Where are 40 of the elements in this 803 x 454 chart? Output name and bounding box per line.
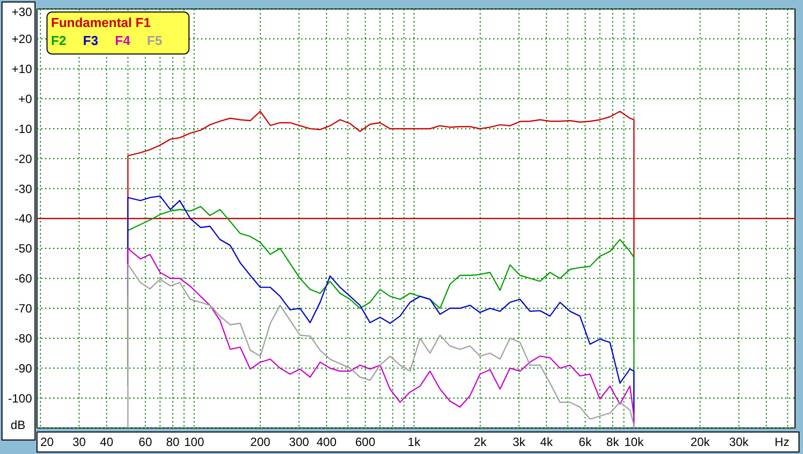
text: Fundamental F1 xyxy=(51,15,151,30)
y-tick-label: +30 xyxy=(12,5,32,20)
y-tick-label: +0 xyxy=(18,92,32,106)
y-tick-label: -70 xyxy=(14,301,32,316)
text: F2 xyxy=(51,33,66,48)
x-tick-label: 30 xyxy=(72,435,86,450)
x-tick-label: 8k xyxy=(606,435,620,450)
y-tick-label: -30 xyxy=(14,182,32,196)
y-tick-label: -100 xyxy=(8,391,32,406)
x-axis-title: Hz xyxy=(774,435,790,450)
x-tick-label: 60 xyxy=(138,435,152,450)
x-tick-label: 4k xyxy=(540,435,554,450)
y-tick-label: +10 xyxy=(12,62,32,76)
x-tick-label: 400 xyxy=(316,435,337,450)
y-tick-label: -10 xyxy=(14,122,32,136)
y-tick-label: -50 xyxy=(14,242,32,256)
y-axis-title: dB xyxy=(10,418,26,432)
x-tick-label: 2k xyxy=(474,435,488,450)
x-tick-label: 1k xyxy=(408,435,422,450)
x-tick-label: 20 xyxy=(40,435,54,450)
text: F4 xyxy=(115,33,131,48)
x-tick-label: 3k xyxy=(512,435,526,450)
y-tick-label: -60 xyxy=(14,272,32,286)
y-tick-label: -40 xyxy=(14,212,32,226)
y-tick-label: +20 xyxy=(12,32,32,46)
x-tick-label: 300 xyxy=(289,435,310,450)
y-tick-label: -20 xyxy=(14,152,32,166)
y-tick-label: -90 xyxy=(14,361,32,376)
x-tick-label: 600 xyxy=(355,435,376,450)
x-tick-label: 10k xyxy=(624,435,645,450)
x-tick-label: 200 xyxy=(250,435,271,450)
y-tick-label: -80 xyxy=(14,331,32,346)
x-tick-label: 40 xyxy=(100,435,114,450)
text: F5 xyxy=(147,33,162,48)
x-tick-label: 30k xyxy=(729,435,750,450)
text: F3 xyxy=(83,33,98,48)
x-tick-label: 100 xyxy=(184,435,204,450)
x-tick-label: 6k xyxy=(578,435,592,450)
x-tick-label: 20k xyxy=(690,435,711,450)
x-tick-label: 80 xyxy=(166,435,180,450)
